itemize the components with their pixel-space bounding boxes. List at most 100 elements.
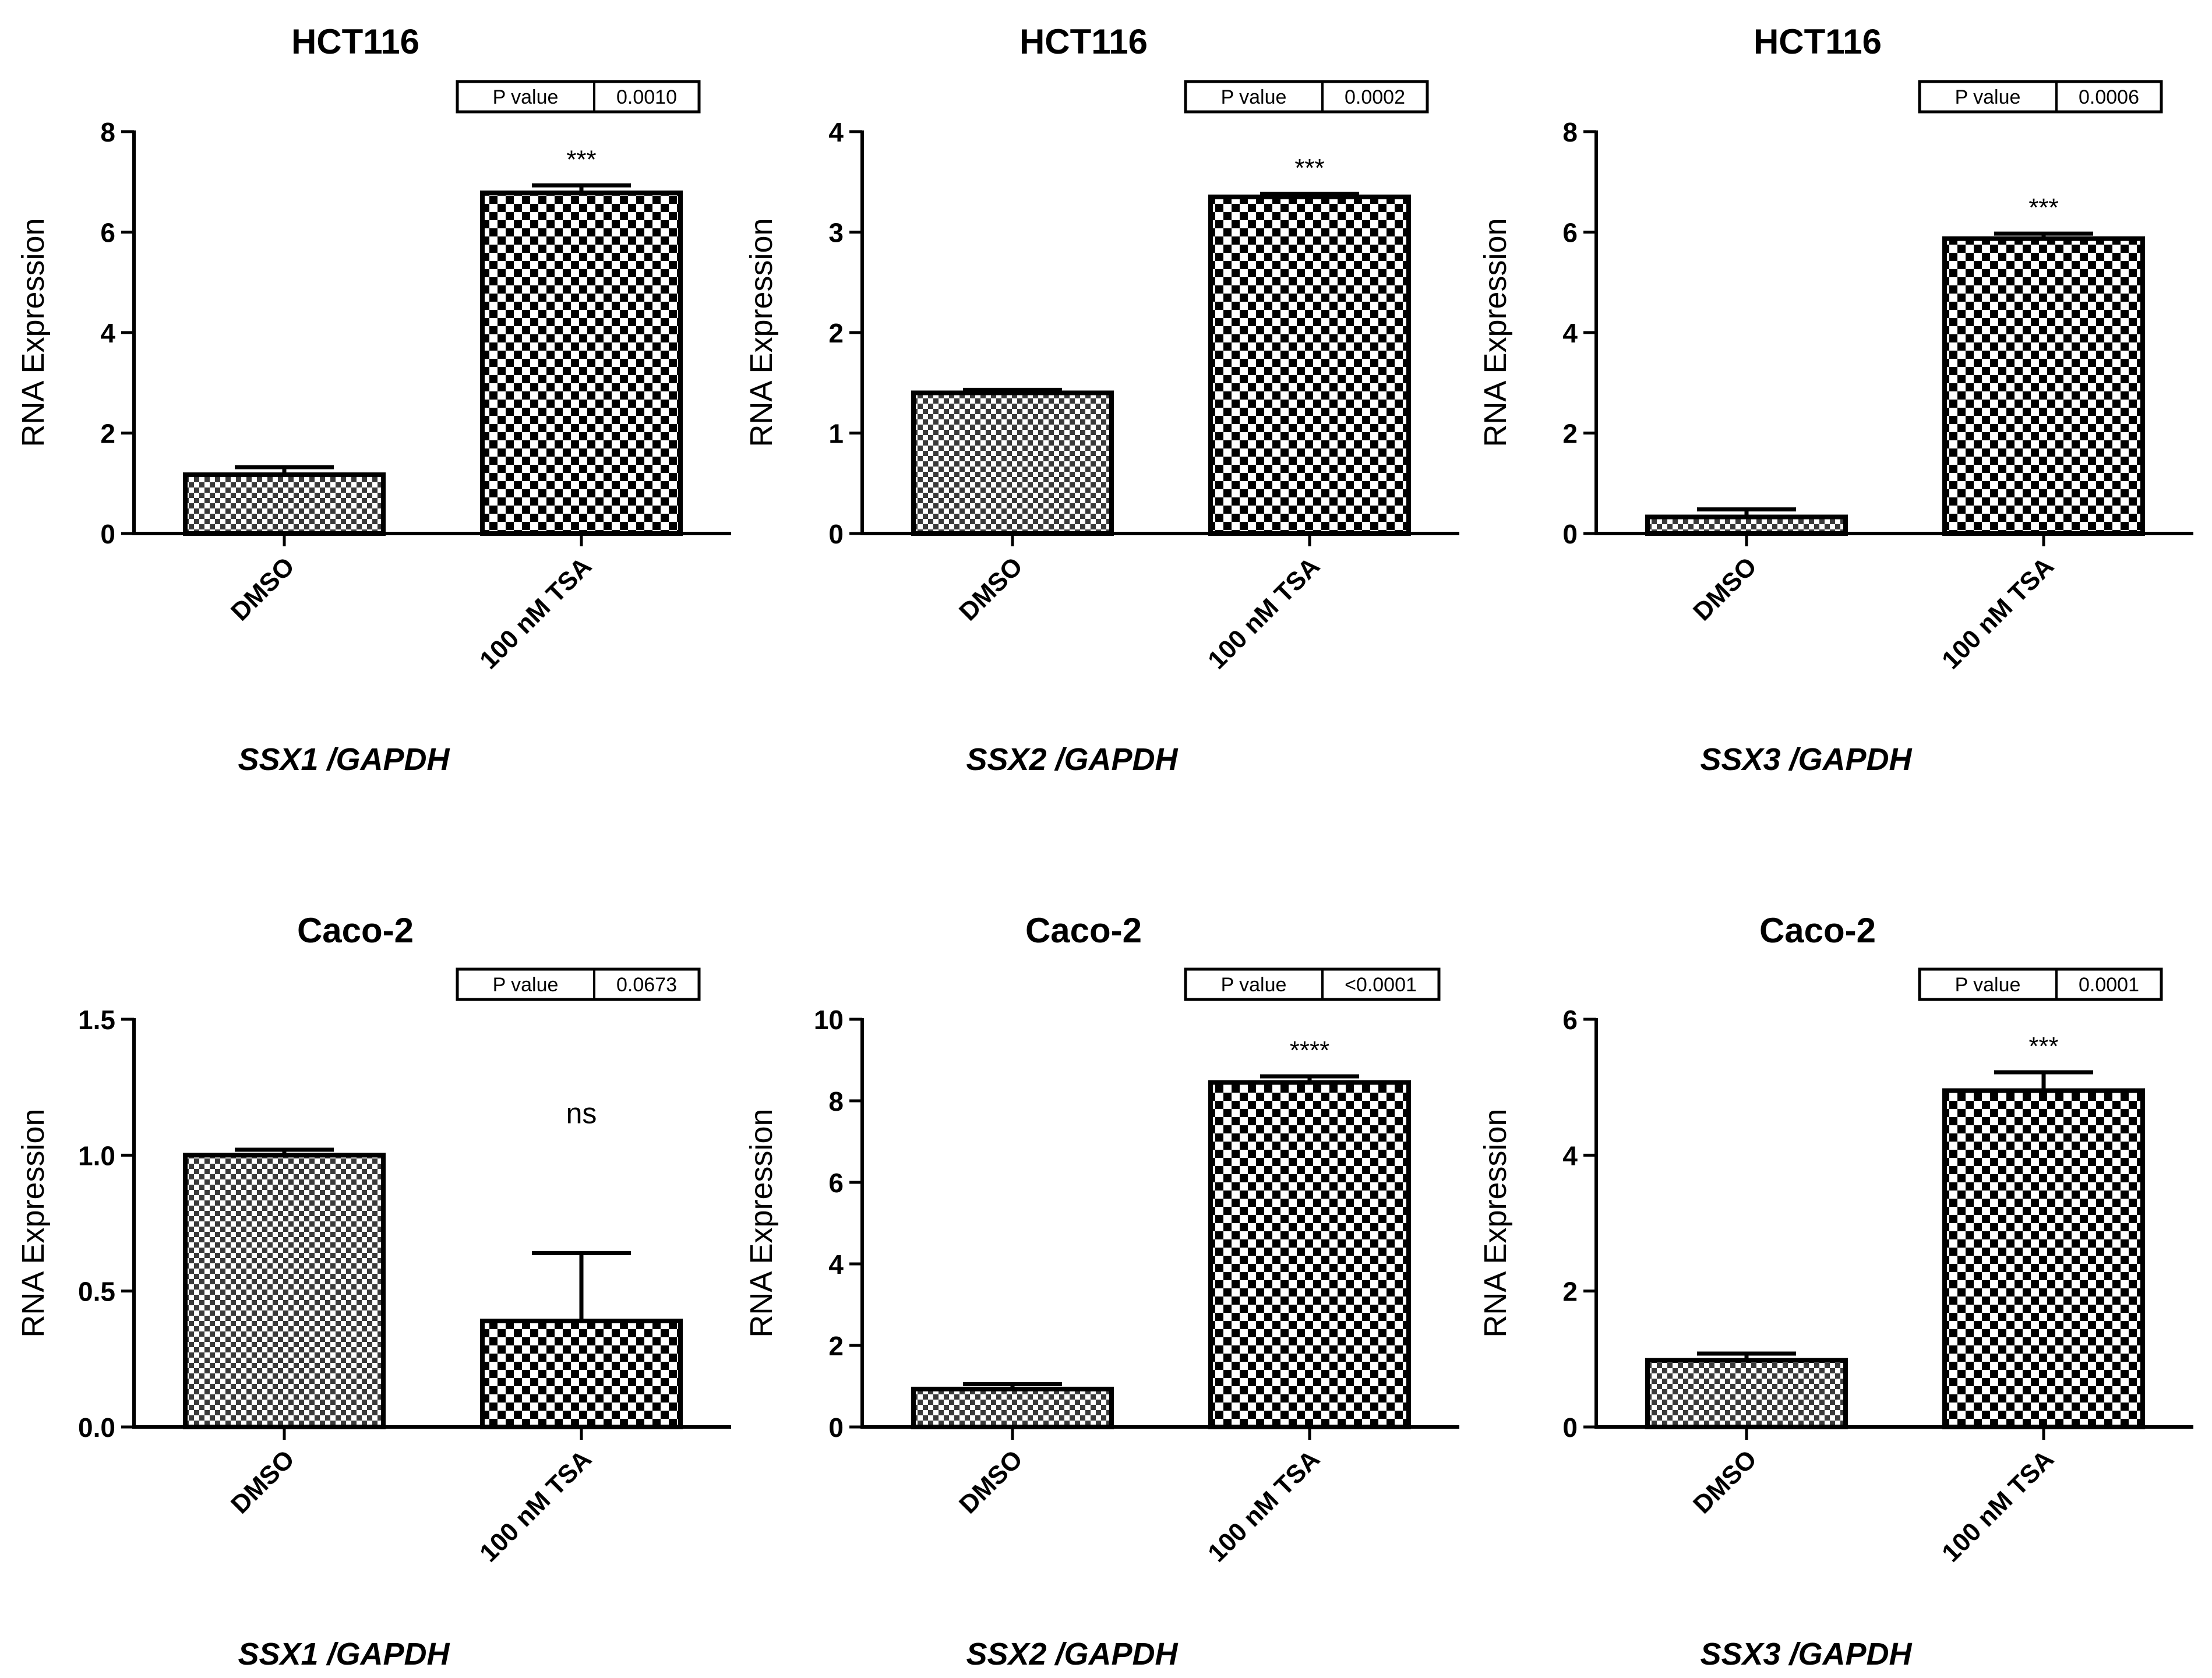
panel-title: HCT116 [1019, 22, 1148, 61]
panel-5: Caco-2 P value <0.0001 0 2 4 6 8 10 RNA Expressio… [744, 911, 1459, 1672]
x-tick-label: DMSO [225, 1444, 300, 1519]
p-value-box [456, 80, 701, 114]
p-value: 0.0002 [1345, 86, 1405, 108]
p-value-box [1918, 967, 2163, 1001]
y-tick-label: 2 [100, 419, 115, 449]
panel-title: Caco-2 [1759, 911, 1876, 950]
y-tick-label: 0.5 [78, 1277, 115, 1307]
p-value-label: P value [1221, 86, 1287, 108]
y-axis-label: RNA Expression [1478, 218, 1513, 447]
significance-label: ns [566, 1097, 597, 1129]
bar [1645, 1358, 1848, 1430]
y-tick-label: 0 [100, 519, 115, 549]
y-axis-label: RNA Expression [1478, 1108, 1513, 1337]
p-value-box [456, 967, 701, 1001]
y-tick-label: 2 [1562, 1277, 1578, 1307]
bar [1208, 195, 1411, 536]
p-value: 0.0010 [616, 86, 677, 108]
y-tick-label: 1 [828, 419, 844, 449]
x-axis-caption: SSX2 /GAPDH [966, 742, 1178, 777]
bar [480, 1319, 683, 1429]
p-value: 0.0001 [2079, 974, 2139, 996]
x-tick-label: 100 nM TSA [1202, 1444, 1325, 1567]
p-value-label: P value [1221, 974, 1287, 996]
panel-1: HCT116 P value 0.0010 0 2 4 6 8 RNA Expression DM… [16, 22, 731, 777]
y-tick-label: 4 [828, 117, 844, 147]
y-tick-label: 0 [828, 519, 844, 549]
panel-title: Caco-2 [1025, 911, 1142, 950]
y-tick-label: 8 [1562, 117, 1578, 147]
p-value-label: P value [1955, 974, 2021, 996]
bar [1645, 514, 1848, 536]
y-tick-label: 8 [100, 117, 115, 147]
panel-title: HCT116 [291, 22, 419, 61]
y-axis-label: RNA Expression [744, 218, 779, 447]
bar [183, 1153, 386, 1430]
significance-label: *** [1294, 154, 1324, 182]
y-tick-label: 6 [1562, 1005, 1578, 1035]
x-tick-label: 100 nM TSA [474, 1444, 597, 1567]
x-tick-label: 100 nM TSA [1936, 552, 2059, 674]
p-value: 0.0673 [616, 974, 677, 996]
x-tick-label: 100 nM TSA [1202, 552, 1325, 674]
x-axis-caption: SSX3 /GAPDH [1700, 742, 1912, 777]
x-axis-caption: SSX2 /GAPDH [966, 1637, 1178, 1672]
x-tick-label: DMSO [1688, 552, 1762, 626]
x-axis-caption: SSX3 /GAPDH [1700, 1637, 1912, 1672]
p-value-box [1184, 80, 1429, 114]
y-tick-label: 4 [828, 1249, 844, 1280]
y-tick-label: 1.0 [78, 1140, 115, 1171]
bar [911, 1386, 1114, 1429]
y-axis-label: RNA Expression [16, 1108, 51, 1337]
p-value-box [1184, 967, 1441, 1001]
significance-label: *** [566, 145, 596, 174]
panel-title: HCT116 [1754, 22, 1882, 61]
significance-label: *** [2028, 193, 2058, 222]
y-tick-label: 4 [1562, 1140, 1578, 1171]
p-value-box [1918, 80, 2163, 114]
x-tick-label: DMSO [954, 1444, 1028, 1519]
y-tick-label: 2 [828, 318, 844, 348]
panel-4: Caco-2 P value 0.0673 0.0 0.5 1.0 1.5 RNA Expre… [16, 911, 731, 1672]
y-tick-label: 8 [828, 1086, 844, 1117]
bar [1942, 236, 2145, 536]
x-axis-caption: SSX1 /GAPDH [238, 742, 450, 777]
x-tick-label: DMSO [1688, 1444, 1762, 1519]
x-axis-caption: SSX1 /GAPDH [238, 1637, 450, 1672]
bar [183, 472, 386, 536]
y-tick-label: 4 [100, 318, 115, 348]
bar [911, 390, 1114, 536]
y-tick-label: 4 [1562, 318, 1578, 348]
panel-title: Caco-2 [297, 911, 414, 950]
y-tick-label: 6 [828, 1168, 844, 1198]
y-tick-label: 6 [100, 218, 115, 248]
y-tick-label: 0 [1562, 519, 1578, 549]
y-tick-label: 2 [828, 1331, 844, 1361]
x-tick-label: DMSO [954, 552, 1028, 626]
significance-label: *** [2028, 1032, 2058, 1061]
panel-3: HCT116 P value 0.0006 0 2 4 6 8 RNA Expression DM… [1478, 22, 2193, 777]
p-value: <0.0001 [1345, 974, 1417, 996]
p-value: 0.0006 [2079, 86, 2139, 108]
x-tick-label: DMSO [225, 552, 300, 626]
y-axis-label: RNA Expression [744, 1108, 779, 1337]
y-tick-label: 0 [1562, 1412, 1578, 1443]
bar [480, 190, 683, 536]
bar [1942, 1088, 2145, 1429]
y-tick-label: 10 [814, 1005, 844, 1035]
bar [1208, 1080, 1411, 1429]
p-value-label: P value [1955, 86, 2021, 108]
significance-label: **** [1290, 1036, 1330, 1065]
panel-2: HCT116 P value 0.0002 0 1 2 3 4 RNA Expression DM… [744, 22, 1459, 777]
y-tick-label: 1.5 [78, 1005, 115, 1035]
y-tick-label: 0.0 [78, 1412, 115, 1443]
y-tick-label: 6 [1562, 218, 1578, 248]
y-tick-label: 2 [1562, 419, 1578, 449]
x-tick-label: 100 nM TSA [1936, 1444, 2059, 1567]
x-tick-label: 100 nM TSA [474, 552, 597, 674]
y-axis-label: RNA Expression [16, 218, 51, 447]
y-tick-label: 0 [828, 1412, 844, 1443]
p-value-label: P value [493, 974, 559, 996]
